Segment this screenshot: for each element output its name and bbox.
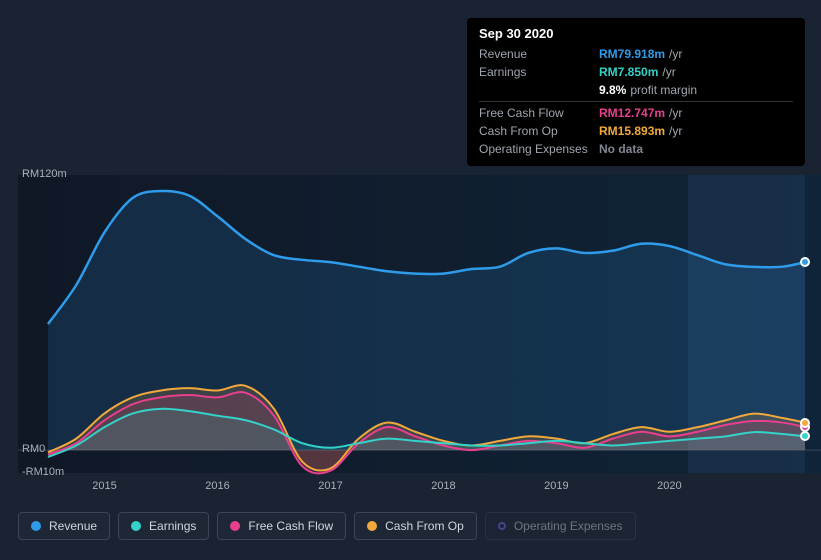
tooltip-row-label: Operating Expenses xyxy=(479,140,599,158)
legend-marker-icon xyxy=(498,522,506,530)
marker-dot-cash_from_op xyxy=(800,418,810,428)
x-axis-label: 2017 xyxy=(318,480,342,492)
tooltip-row: RevenueRM79.918m/yr xyxy=(479,45,793,63)
tooltip-row-suffix: /yr xyxy=(669,45,682,63)
x-axis-label: 2019 xyxy=(544,480,568,492)
legend-item-label: Cash From Op xyxy=(385,519,464,533)
y-axis-label: RM0 xyxy=(22,443,45,455)
tooltip-row-value: RM79.918m xyxy=(599,45,665,63)
tooltip-row: Free Cash FlowRM12.747m/yr xyxy=(479,104,793,122)
tooltip-row: Operating ExpensesNo data xyxy=(479,140,793,158)
legend-marker-icon xyxy=(131,521,141,531)
tooltip-row-label xyxy=(479,81,599,99)
tooltip-row-value: RM7.850m xyxy=(599,63,658,81)
x-axis-label: 2015 xyxy=(92,480,116,492)
y-axis-label: -RM10m xyxy=(22,466,64,478)
tooltip-row-value: RM12.747m xyxy=(599,104,665,122)
legend-item-revenue[interactable]: Revenue xyxy=(18,512,110,540)
legend-item-earnings[interactable]: Earnings xyxy=(118,512,209,540)
tooltip-row-label: Earnings xyxy=(479,63,599,81)
tooltip-title: Sep 30 2020 xyxy=(479,26,793,41)
legend-item-cash_from_op[interactable]: Cash From Op xyxy=(354,512,477,540)
tooltip-row-label: Cash From Op xyxy=(479,122,599,140)
legend-item-label: Free Cash Flow xyxy=(248,519,333,533)
legend-marker-icon xyxy=(367,521,377,531)
x-axis-label: 2018 xyxy=(431,480,455,492)
chart-legend: Revenue Earnings Free Cash Flow Cash From O… xyxy=(18,512,636,540)
tooltip-row-suffix: /yr xyxy=(669,122,682,140)
tooltip-row-value: RM15.893m xyxy=(599,122,665,140)
tooltip-separator xyxy=(479,101,793,102)
legend-item-label: Earnings xyxy=(149,519,196,533)
tooltip-row: 9.8%profit margin xyxy=(479,81,793,99)
tooltip-row-value: 9.8% xyxy=(599,81,626,99)
tooltip-row-suffix: profit margin xyxy=(630,81,697,99)
marker-dot-earnings xyxy=(800,431,810,441)
tooltip-row-label: Free Cash Flow xyxy=(479,104,599,122)
tooltip-row-label: Revenue xyxy=(479,45,599,63)
chart-tooltip: Sep 30 2020RevenueRM79.918m/yrEarningsRM… xyxy=(467,18,805,166)
y-axis-label: RM120m xyxy=(22,168,67,180)
legend-item-free_cash_flow[interactable]: Free Cash Flow xyxy=(217,512,346,540)
legend-item-label: Operating Expenses xyxy=(514,519,623,533)
tooltip-row: Cash From OpRM15.893m/yr xyxy=(479,122,793,140)
legend-marker-icon xyxy=(31,521,41,531)
legend-item-label: Revenue xyxy=(49,519,97,533)
tooltip-row-value: No data xyxy=(599,140,643,158)
marker-dot-revenue xyxy=(800,257,810,267)
tooltip-row-suffix: /yr xyxy=(662,63,675,81)
x-axis-label: 2020 xyxy=(657,480,681,492)
legend-marker-icon xyxy=(230,521,240,531)
tooltip-row: EarningsRM7.850m/yr xyxy=(479,63,793,81)
x-axis-label: 2016 xyxy=(205,480,229,492)
legend-item-operating_expenses[interactable]: Operating Expenses xyxy=(485,512,636,540)
tooltip-row-suffix: /yr xyxy=(669,104,682,122)
